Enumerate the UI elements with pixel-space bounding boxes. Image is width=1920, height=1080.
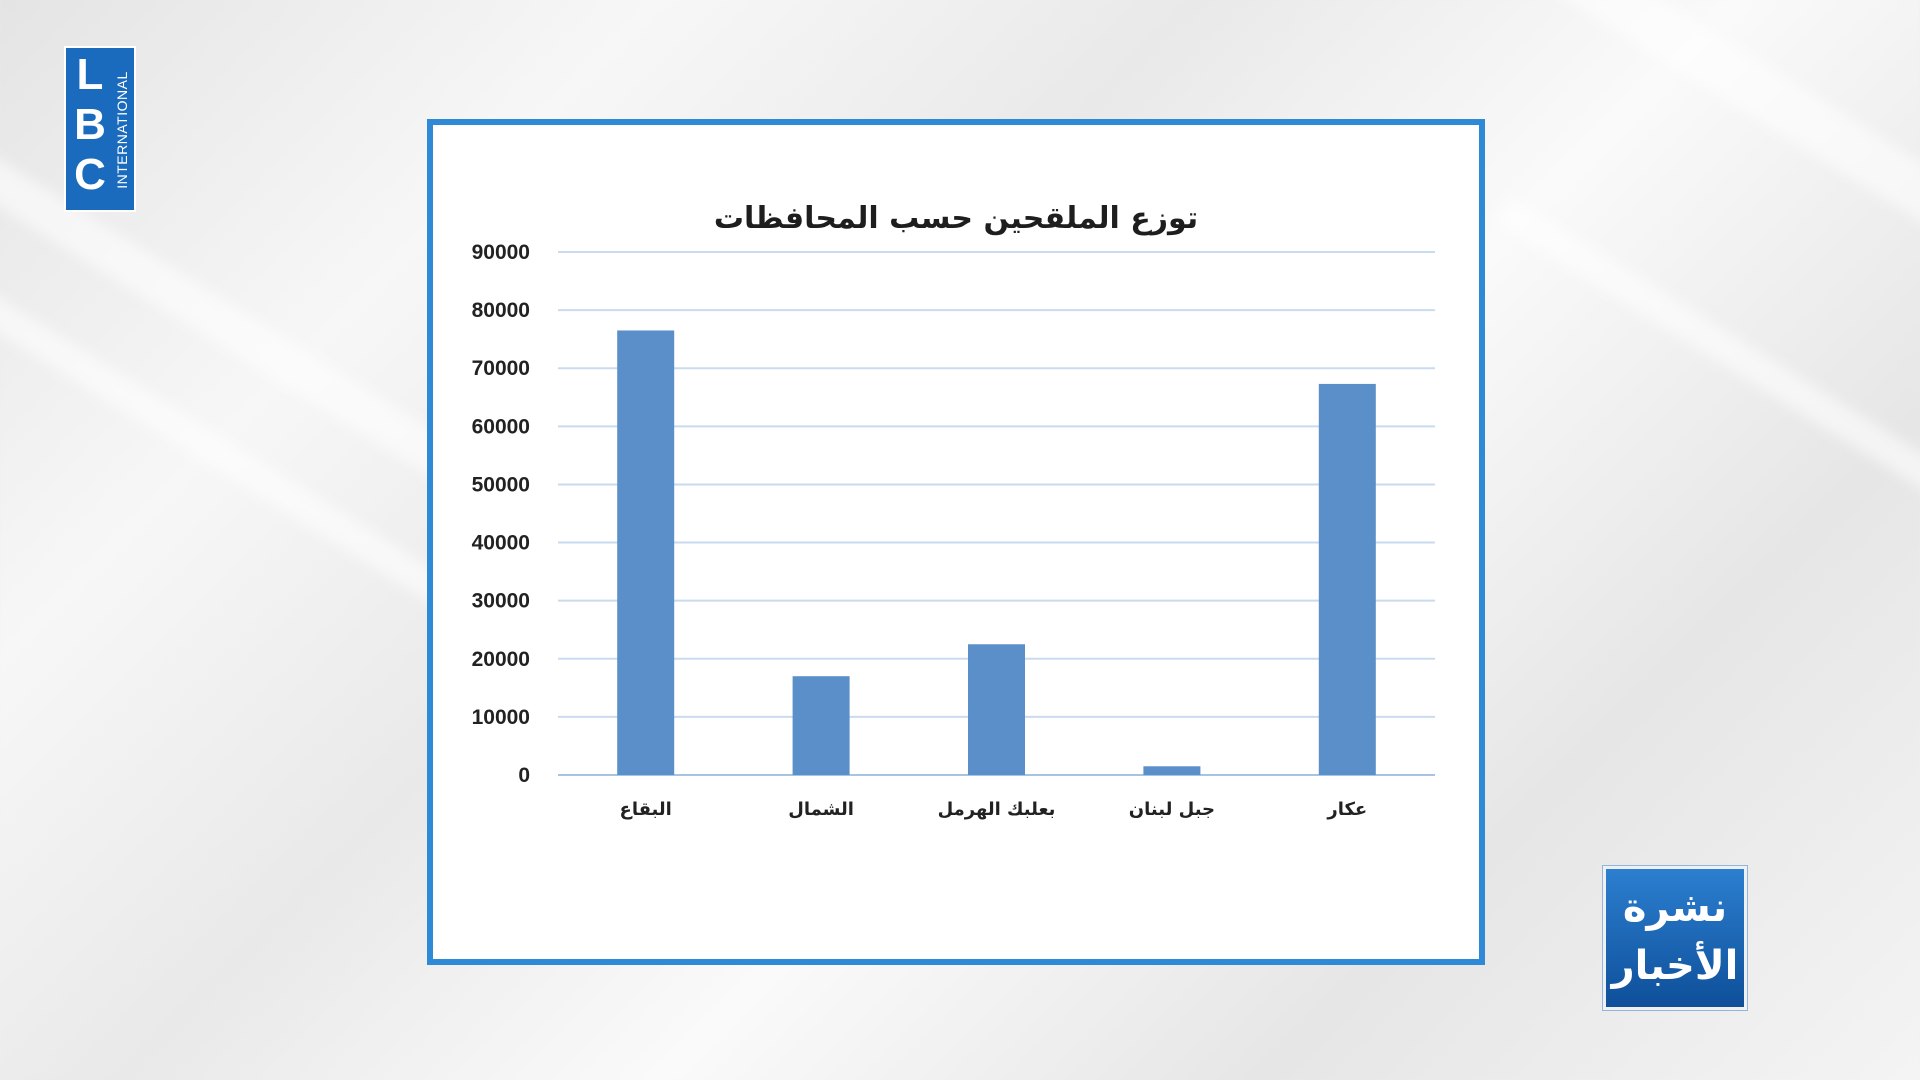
bar (792, 676, 850, 775)
x-category-label: الشمال (788, 799, 854, 820)
bar (1318, 383, 1376, 775)
news-badge-line1: نشرة (1622, 885, 1728, 931)
y-tick-label: 10000 (472, 706, 530, 729)
news-bulletin-badge: نشرة الأخبار (1603, 866, 1747, 1010)
y-tick-label: 70000 (472, 357, 530, 380)
bar-chart: 0 10000 20000 30000 40000 50000 60000 70000 8000… (472, 241, 1435, 820)
bar (617, 330, 675, 775)
bar (968, 644, 1025, 775)
chart-title: توزع الملقحين حسب المحافظات (713, 201, 1199, 236)
logo-subtitle-text: INTERNATIONAL (114, 71, 130, 189)
x-category-label: عكار (1326, 799, 1367, 820)
x-category-label: جبل لبنان (1129, 799, 1215, 820)
news-badge-line2: الأخبار (1611, 943, 1739, 989)
logo-letter-b: B (74, 100, 106, 149)
y-tick-label: 80000 (472, 299, 530, 322)
y-tick-label: 60000 (472, 415, 530, 438)
logo-subtitle: INTERNATIONAL (110, 52, 134, 208)
bar (1143, 766, 1201, 775)
y-tick-label: 20000 (472, 648, 530, 671)
x-category-label: البقاع (620, 799, 672, 820)
lbc-logo: L B C INTERNATIONAL (64, 46, 136, 212)
news-bulletin-text: نشرة الأخبار (1606, 879, 1744, 995)
y-tick-label: 40000 (472, 532, 530, 555)
logo-letter-l: L (76, 50, 104, 99)
logo-letters: L B C (70, 50, 110, 200)
logo-letter-c: C (74, 150, 106, 199)
y-tick-label: 0 (518, 764, 530, 787)
y-tick-label: 30000 (472, 590, 530, 613)
chart-frame: توزع الملقحين حسب المحافظات 0 10000 20000 3… (427, 119, 1485, 965)
x-category-label: بعلبك الهرمل (938, 799, 1056, 820)
y-tick-label: 50000 (472, 473, 530, 496)
y-tick-label: 90000 (472, 241, 530, 264)
